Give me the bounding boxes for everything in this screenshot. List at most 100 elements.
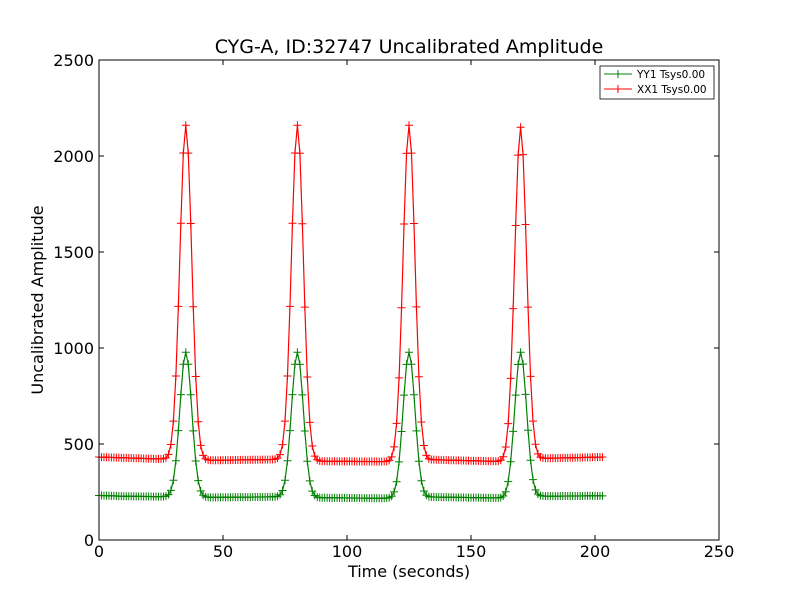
data-point: [526, 456, 535, 465]
data-point: [524, 426, 533, 435]
data-point: [288, 390, 297, 399]
data-point: [412, 426, 421, 435]
plot-background: [99, 60, 719, 540]
legend-label-xx1: XX1 Tsys0.00: [637, 84, 707, 96]
x-tick-label: 0: [94, 542, 104, 561]
data-point: [184, 149, 193, 158]
y-axis-label: Uncalibrated Amplitude: [28, 205, 47, 394]
data-point: [196, 486, 205, 495]
data-point: [511, 221, 520, 230]
data-point: [531, 440, 540, 449]
data-point: [511, 391, 520, 400]
data-point: [405, 348, 413, 357]
data-point: [501, 487, 510, 496]
data-point: [169, 417, 178, 426]
data-point: [409, 219, 418, 228]
data-point: [174, 302, 183, 311]
data-point: [390, 487, 399, 496]
data-point: [293, 121, 302, 130]
data-point: [529, 417, 537, 426]
data-point: [164, 490, 173, 499]
data-point: [189, 302, 198, 311]
data-point: [196, 441, 205, 450]
data-point: [194, 476, 203, 485]
data-point: [305, 418, 314, 427]
data-point: [504, 477, 513, 486]
data-point: [395, 457, 404, 466]
x-tick-label: 200: [580, 542, 611, 561]
data-point: [194, 417, 203, 426]
data-point: [400, 220, 409, 229]
x-tick-label: 100: [332, 542, 363, 561]
data-point: [598, 491, 607, 500]
data-point: [298, 390, 307, 399]
data-point: [397, 303, 406, 312]
data-point: [281, 476, 289, 485]
legend: YY1 Tsys0.00 XX1 Tsys0.00: [599, 65, 715, 100]
data-point: [295, 149, 304, 158]
data-point: [514, 151, 523, 160]
data-point: [519, 360, 528, 369]
data-point: [174, 426, 183, 435]
data-point: [169, 476, 178, 485]
data-point: [166, 440, 175, 449]
data-point: [412, 302, 421, 311]
data-point: [305, 476, 314, 485]
data-point: [414, 457, 423, 466]
data-point: [400, 391, 409, 400]
data-point: [186, 219, 195, 228]
y-tick-label: 0: [84, 531, 94, 550]
data-point: [293, 348, 302, 357]
data-point: [288, 219, 297, 228]
data-point: [529, 475, 537, 484]
data-point: [414, 372, 423, 381]
data-point: [283, 372, 292, 381]
data-point: [278, 440, 287, 449]
data-point: [409, 390, 418, 399]
data-point: [181, 121, 190, 130]
data-point: [419, 486, 428, 495]
data-point: [526, 372, 535, 381]
data-point: [283, 456, 292, 465]
data-point: [191, 372, 200, 381]
data-point: [419, 441, 428, 450]
data-point: [276, 450, 285, 459]
data-point: [392, 419, 401, 428]
data-point: [303, 373, 312, 382]
data-point: [176, 219, 185, 228]
data-point: [397, 427, 406, 436]
data-point: [521, 390, 530, 399]
data-point: [181, 348, 190, 357]
data-point: [521, 220, 530, 229]
series-xx1: [95, 121, 607, 466]
data-point: [524, 303, 533, 312]
data-point: [407, 360, 416, 369]
x-tick-label: 250: [704, 542, 735, 561]
data-point: [189, 426, 198, 435]
data-point: [308, 442, 317, 451]
data-point: [516, 348, 525, 357]
data-point: [506, 374, 515, 383]
data-point: [176, 390, 185, 399]
data-point: [285, 426, 294, 435]
data-point: [186, 390, 195, 399]
x-tick-label: 50: [213, 542, 233, 561]
data-point: [501, 442, 510, 451]
data-point: [171, 456, 180, 465]
data-point: [417, 418, 426, 427]
y-tick-label: 1000: [53, 339, 94, 358]
plot-frame: [98, 59, 720, 541]
data-point: [499, 452, 508, 461]
data-point: [285, 302, 294, 311]
data-point: [531, 485, 540, 494]
data-point: [395, 373, 404, 382]
data-point: [164, 450, 173, 459]
legend-label-yy1: YY1 Tsys0.00: [636, 69, 705, 81]
data-point: [390, 442, 399, 451]
data-point: [278, 486, 287, 495]
data-point: [417, 476, 426, 485]
legend-marker-xx1: [614, 85, 622, 93]
y-tick-label: 1500: [53, 243, 94, 262]
